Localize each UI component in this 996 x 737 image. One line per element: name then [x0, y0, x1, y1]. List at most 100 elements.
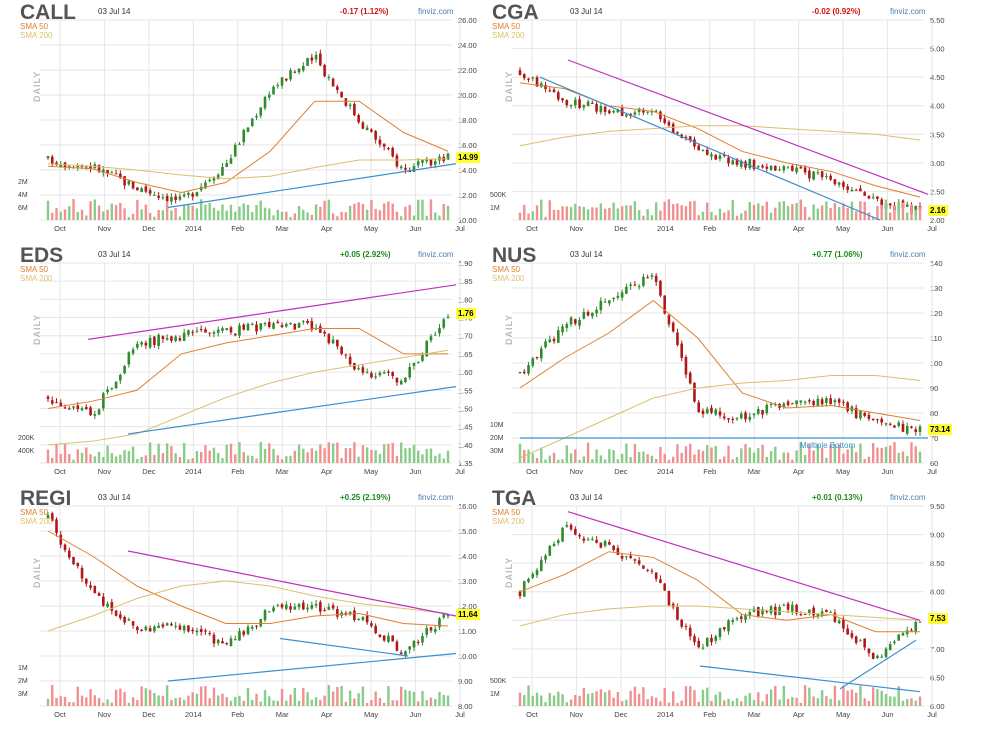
candle-body	[182, 194, 186, 197]
candle-body	[259, 619, 263, 627]
candle-body	[131, 181, 135, 189]
volume-bar	[319, 206, 322, 220]
candle-body	[76, 405, 80, 410]
finviz-link[interactable]: finviz.com	[418, 7, 454, 16]
finviz-link[interactable]: finviz.com	[890, 7, 926, 16]
y-tick-label: 10.00	[458, 216, 477, 225]
candle-body	[608, 542, 611, 545]
candle-body	[114, 381, 118, 389]
candle-body	[531, 77, 535, 79]
volume-bar	[778, 459, 781, 463]
candle-body	[756, 409, 760, 414]
month-label: Nov	[570, 224, 584, 233]
volume-bar	[187, 695, 190, 706]
volume-bar	[353, 442, 356, 463]
chart-panel-cga: 5.50 5.00 4.50 4.00 3.50 3.00 2.50 2.00 Oct Nov De…	[490, 1, 962, 238]
candle-body	[808, 609, 811, 614]
candle-body	[586, 101, 590, 107]
volume-bar	[319, 699, 322, 706]
volume-bar	[816, 444, 820, 463]
sma200-legend: SMA 200	[20, 517, 53, 526]
candle-body	[705, 408, 709, 414]
candle-body	[140, 188, 143, 193]
finviz-link[interactable]: finviz.com	[418, 493, 454, 502]
volume-bar	[523, 695, 526, 706]
volume-bar	[837, 444, 841, 463]
candle-body	[569, 105, 573, 107]
volume-bar	[382, 203, 386, 220]
finviz-link[interactable]: finviz.com	[418, 250, 454, 259]
volume-bar	[272, 215, 275, 220]
candle-body	[522, 581, 526, 597]
candle-body	[161, 197, 165, 199]
volume-bar	[429, 199, 433, 220]
candle-body	[846, 402, 849, 411]
candle-body	[693, 139, 696, 147]
volume-bar	[671, 691, 675, 706]
volume-bar	[331, 691, 335, 706]
candle-body	[522, 74, 526, 79]
volume-bar	[706, 202, 709, 220]
volume-bar	[306, 692, 309, 706]
candle-body	[799, 400, 803, 403]
volume-bar	[718, 691, 722, 706]
candle-body	[323, 331, 326, 334]
support-trendline	[167, 163, 457, 209]
finviz-link[interactable]: finviz.com	[890, 250, 926, 259]
volume-bar	[820, 447, 824, 463]
volume-bar	[395, 700, 399, 706]
volume-bar	[63, 209, 67, 220]
candle-body	[446, 614, 450, 617]
candle-body	[225, 643, 229, 645]
month-label: Mar	[276, 467, 289, 476]
volume-bar	[727, 210, 730, 220]
volume-bar	[574, 695, 577, 706]
candle-body	[574, 528, 577, 535]
candle-body	[187, 330, 190, 335]
candle-body	[412, 640, 416, 648]
candle-body	[348, 611, 352, 614]
volume-bar	[59, 211, 62, 220]
candle-body	[518, 372, 522, 374]
month-label: Apr	[793, 467, 805, 476]
volume-bar	[148, 442, 152, 463]
month-label: Jul	[455, 710, 465, 719]
candle-body	[340, 346, 343, 354]
volume-bar	[676, 444, 679, 463]
candle-body	[608, 300, 611, 304]
candle-body	[714, 636, 718, 641]
volume-bar	[114, 456, 118, 463]
volume-bar	[663, 201, 666, 220]
candle-body	[884, 423, 888, 425]
candle-body	[539, 83, 543, 87]
finviz-link[interactable]: finviz.com	[890, 493, 926, 502]
chart-panel-eds: 1.901.851.801.751.701.651.601.551.501.45…	[18, 244, 490, 481]
resistance-trendline	[567, 59, 929, 195]
month-label: Feb	[231, 224, 244, 233]
candle-body	[191, 193, 194, 197]
month-label: Jul	[927, 224, 937, 233]
candle-body	[769, 404, 773, 406]
volume-bar	[85, 215, 88, 220]
volume-bar	[714, 215, 717, 220]
volume-bar	[735, 215, 739, 220]
candle-body	[229, 638, 233, 646]
candle-body	[67, 550, 71, 558]
pattern-annotation: Multiple Bottom	[800, 441, 855, 450]
volume-bar	[314, 204, 318, 220]
volume-bar	[425, 215, 428, 220]
candle-body	[633, 284, 637, 286]
volume-bar	[370, 449, 373, 463]
candle-body	[46, 396, 50, 399]
candle-body	[267, 322, 271, 327]
y-tick-label: 1.50	[458, 404, 473, 413]
volume-bar	[421, 199, 424, 220]
candle-body	[748, 158, 752, 169]
candle-body	[654, 275, 658, 283]
volume-bar	[761, 701, 764, 706]
candle-body	[182, 332, 186, 341]
volume-bar	[68, 206, 71, 220]
candle-body	[799, 166, 803, 169]
volume-bar	[144, 688, 148, 706]
volume-bar	[395, 456, 399, 463]
